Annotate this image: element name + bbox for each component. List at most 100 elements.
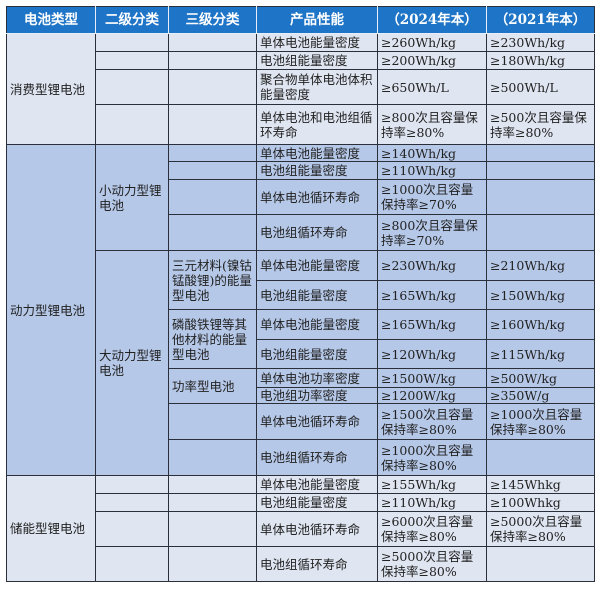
property-cell: 电池组能量密度 <box>256 51 378 70</box>
value-2024-cell: ≥140Wh/kg <box>377 144 487 162</box>
value-2024-cell: ≥1200W/kg <box>377 387 487 404</box>
table-row: 大动力型锂电池 三元材料(镍钴锰酸锂)的能量型电池 单体电池能量密度 ≥230Wh/k… <box>7 250 595 476</box>
value-2024-cell: ≥800次且容量保持率≥80% <box>377 104 487 145</box>
tertiary-cell <box>168 179 257 215</box>
property-cell: 单体电池循环寿命 <box>256 511 378 547</box>
property-cell: 电池组循环寿命 <box>256 214 378 251</box>
property-cell: 单体电池功率密度 <box>256 368 378 388</box>
value-2024-cell: ≥1500W/kg <box>377 368 487 388</box>
value-2021-cell <box>486 179 595 215</box>
secondary-cell <box>95 51 169 70</box>
tertiary-cell <box>168 546 257 582</box>
battery-type-cell: 动力型锂电池 <box>6 144 96 476</box>
table-row: 电池组循环寿命 ≥5000次且容量保持率≥80% <box>7 546 595 582</box>
tertiary-cell <box>168 493 257 512</box>
battery-performance-table: 电池类型 二级分类 三级分类 产品性能 （2024年本） （2021年本） 消费… <box>6 6 595 582</box>
table-row: 单体电池和电池组循环寿命 ≥800次且容量保持率≥80% ≥500次且容量保持率≥8… <box>7 104 595 145</box>
tertiary-cell: 三元材料(镍钴锰酸锂)的能量型电池 <box>168 250 257 310</box>
property-cell: 单体电池能量密度 <box>256 144 378 162</box>
property-cell: 电池组能量密度 <box>256 339 378 369</box>
property-cell: 单体电池和电池组循环寿命 <box>256 104 378 145</box>
table-row: 单体电池循环寿命 ≥1000次且容量保持率≥70% <box>7 179 595 215</box>
table-row: 电池组能量密度 ≥110Wh/kg ≥100Whkg <box>7 493 595 512</box>
value-2024-cell: ≥6000次且容量保持率≥80% <box>377 511 487 547</box>
secondary-cell: 小动力型锂电池 <box>95 144 169 251</box>
value-2021-cell: ≥500W/kg <box>486 368 595 388</box>
battery-type-cell: 消费型锂电池 <box>6 33 96 145</box>
table-row: 功率型电池 单体电池功率密度 ≥1500W/kg ≥500W/kg <box>7 368 595 404</box>
property-cell: 电池组循环寿命 <box>256 546 378 582</box>
tertiary-cell <box>168 69 257 105</box>
secondary-cell: 大动力型锂电池 <box>95 250 169 476</box>
table-row: 电池组功率密度 ≥1200W/kg ≥350W/g <box>7 387 595 404</box>
table-row: 聚合物单体电池体积能量密度 ≥650Wh/L ≥500Wh/L <box>7 69 595 105</box>
value-2021-cell <box>486 439 595 476</box>
value-2021-cell: ≥145Whkg <box>486 475 595 494</box>
value-2021-cell: ≥350W/g <box>486 387 595 404</box>
value-2024-cell: ≥230Wh/kg <box>377 250 487 281</box>
property-cell: 单体电池循环寿命 <box>256 179 378 215</box>
value-2021-cell: ≥160Wh/kg <box>486 309 595 340</box>
value-2024-cell: ≥800次且容量保持率≥70% <box>377 214 487 251</box>
secondary-cell <box>95 104 169 145</box>
tertiary-cell: 磷酸铁锂等其他材料的能量型电池 <box>168 309 257 369</box>
tertiary-cell <box>168 475 257 494</box>
property-cell: 单体电池循环寿命 <box>256 403 378 440</box>
value-2024-cell: ≥110Wh/kg <box>377 161 487 180</box>
value-2021-cell: ≥500次且容量保持率≥80% <box>486 104 595 145</box>
table-row: 动力型锂电池 小动力型锂电池 单体电池能量密度 ≥140Wh/kg <box>6 144 595 476</box>
table-row: 电池组能量密度 ≥165Wh/kg ≥150Wh/kg <box>7 280 595 310</box>
header-secondary: 二级分类 <box>95 6 169 34</box>
value-2024-cell: ≥1500次且容量保持率≥80% <box>377 403 487 440</box>
header-2024: （2024年本） <box>377 6 487 34</box>
value-2021-cell <box>486 214 595 251</box>
value-2024-cell: ≥165Wh/kg <box>377 280 487 310</box>
header-row: 电池类型 二级分类 三级分类 产品性能 （2024年本） （2021年本） <box>6 6 595 34</box>
value-2024-cell: ≥5000次且容量保持率≥80% <box>377 546 487 582</box>
value-2024-cell: ≥155Wh/kg <box>377 475 487 494</box>
value-2024-cell: ≥200Wh/kg <box>377 51 487 70</box>
property-cell: 电池组循环寿命 <box>256 439 378 476</box>
value-2021-cell: ≥1000次且容量保持率≥80% <box>486 403 595 440</box>
value-2021-cell: ≥500Wh/L <box>486 69 595 105</box>
tertiary-cell: 功率型电池 <box>168 368 257 404</box>
table-row: 磷酸铁锂等其他材料的能量型电池 单体电池能量密度 ≥165Wh/kg ≥160Wh/k… <box>7 309 595 369</box>
property-cell: 单体电池能量密度 <box>256 33 378 52</box>
property-cell: 电池组能量密度 <box>256 493 378 512</box>
value-2021-cell: ≥230Wh/kg <box>486 33 595 52</box>
tertiary-cell <box>168 33 257 52</box>
value-2021-cell: ≥115Wh/kg <box>486 339 595 369</box>
property-cell: 电池组功率密度 <box>256 387 378 404</box>
property-cell: 单体电池能量密度 <box>256 475 378 494</box>
value-2024-cell: ≥120Wh/kg <box>377 339 487 369</box>
value-2021-cell: ≥100Whkg <box>486 493 595 512</box>
tertiary-cell <box>168 51 257 70</box>
battery-type-cell: 储能型锂电池 <box>6 475 96 582</box>
tertiary-cell <box>168 439 257 476</box>
value-2021-cell <box>486 144 595 162</box>
header-property: 产品性能 <box>256 6 378 34</box>
secondary-cell <box>95 546 169 582</box>
tertiary-cell <box>168 511 257 547</box>
value-2024-cell: ≥165Wh/kg <box>377 309 487 340</box>
value-2021-cell: ≥5000次且容量保持率≥80% <box>486 511 595 547</box>
property-cell: 电池组能量密度 <box>256 280 378 310</box>
header-2021: （2021年本） <box>486 6 595 34</box>
secondary-cell <box>95 493 169 512</box>
tertiary-cell <box>168 214 257 251</box>
value-2024-cell: ≥110Wh/kg <box>377 493 487 512</box>
table-row: 电池组能量密度 ≥200Wh/kg ≥180Wh/kg <box>7 51 595 70</box>
value-2021-cell <box>486 161 595 180</box>
table-row: 消费型锂电池 单体电池能量密度 ≥260Wh/kg ≥230Wh/kg <box>6 33 595 145</box>
secondary-cell <box>95 475 169 494</box>
table-row: 单体电池循环寿命 ≥6000次且容量保持率≥80% ≥5000次且容量保持率≥80% <box>7 511 595 547</box>
property-cell: 电池组能量密度 <box>256 161 378 180</box>
tertiary-cell <box>168 144 257 162</box>
tertiary-cell <box>168 403 257 440</box>
value-2021-cell <box>486 546 595 582</box>
property-cell: 单体电池能量密度 <box>256 309 378 340</box>
value-2024-cell: ≥1000次且容量保持率≥80% <box>377 439 487 476</box>
value-2021-cell: ≥210Wh/kg <box>486 250 595 281</box>
secondary-cell <box>95 511 169 547</box>
property-cell: 聚合物单体电池体积能量密度 <box>256 69 378 105</box>
